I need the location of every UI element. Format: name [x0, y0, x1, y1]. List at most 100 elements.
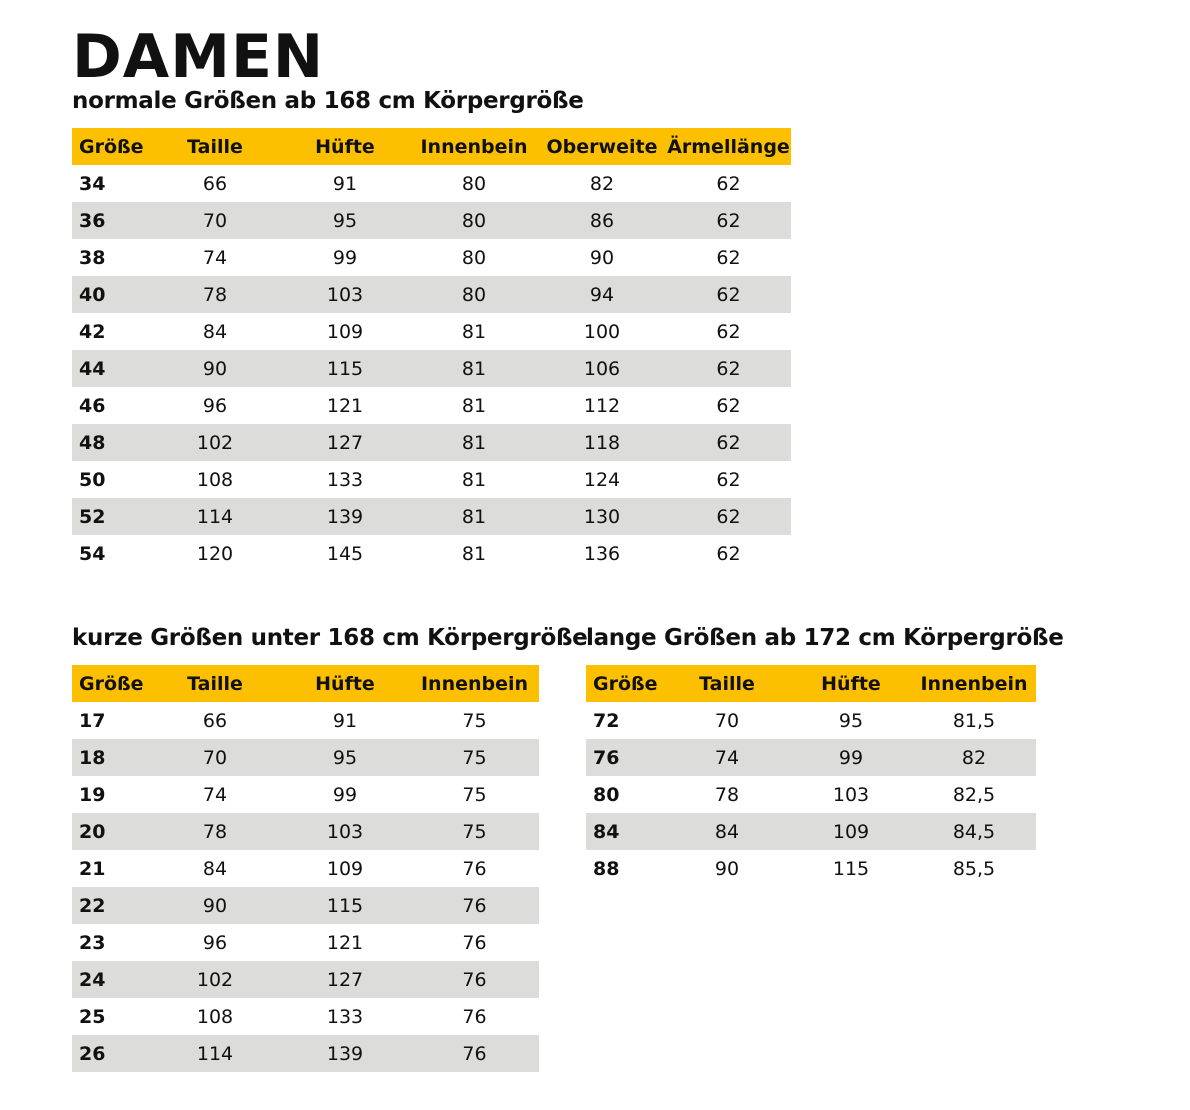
table-row: 44 90 115 81 106 62	[72, 350, 791, 387]
value-cell: 90	[150, 350, 280, 387]
size-cell: 17	[79, 709, 106, 732]
value-cell: 75	[462, 783, 487, 806]
normal-sizes-table: Größe Taille Hüfte Innenbein Oberweite Ärmell…	[72, 128, 791, 572]
value-cell: 95	[280, 202, 410, 239]
value-cell: 84	[664, 813, 790, 850]
size-cell: 72	[593, 709, 620, 732]
table-row: 17 66 91 75	[72, 702, 539, 739]
value-cell: 90	[589, 246, 615, 269]
value-cell: 76	[410, 961, 539, 998]
value-cell: 103	[832, 783, 870, 806]
column-header: Größe	[72, 128, 150, 165]
table-row: 42 84 109 81 100 62	[72, 313, 791, 350]
value-cell: 81	[410, 498, 538, 535]
column-header: Innenbein	[912, 665, 1036, 702]
header-row: Größe Taille Hüfte Innenbein Oberweite Ärmell…	[72, 128, 791, 165]
table-row: 84 84 109 84,5	[586, 813, 1036, 850]
value-cell: 78	[714, 783, 740, 806]
value-cell: 75	[462, 709, 487, 732]
table-row: 34 66 91 80 82 62	[72, 165, 791, 202]
value-cell: 103	[280, 276, 410, 313]
value-cell: 120	[196, 542, 234, 565]
table-row: 38 74 99 80 90 62	[72, 239, 791, 276]
value-cell: 84	[202, 320, 228, 343]
table-row: 21 84 109 76	[72, 850, 539, 887]
value-cell: 74	[202, 246, 228, 269]
size-cell: 21	[79, 857, 106, 880]
size-cell: 19	[79, 783, 106, 806]
value-cell: 84	[202, 857, 228, 880]
value-cell: 82,5	[952, 783, 996, 806]
value-cell: 115	[832, 857, 870, 880]
table-row: 23 96 121 76	[72, 924, 539, 961]
value-cell: 80	[410, 276, 538, 313]
value-cell: 62	[716, 246, 741, 269]
value-cell: 81	[410, 350, 538, 387]
value-cell: 80	[461, 172, 487, 195]
value-cell: 115	[280, 350, 410, 387]
value-cell: 62	[716, 172, 741, 195]
value-cell: 70	[714, 709, 740, 732]
value-cell: 121	[326, 931, 364, 954]
value-cell: 62	[666, 202, 791, 239]
value-cell: 91	[332, 172, 358, 195]
column-header: Ärmellänge	[666, 128, 791, 165]
value-cell: 99	[332, 783, 358, 806]
value-cell: 90	[714, 857, 740, 880]
value-cell: 80	[410, 202, 538, 239]
value-cell: 121	[326, 394, 364, 417]
value-cell: 81,5	[952, 709, 996, 732]
value-cell: 114	[150, 498, 280, 535]
size-cell: 80	[593, 783, 620, 806]
value-cell: 108	[196, 1005, 234, 1028]
value-cell: 139	[280, 1035, 410, 1072]
value-cell: 62	[716, 394, 741, 417]
value-cell: 102	[150, 961, 280, 998]
column-header: Innenbein	[410, 128, 538, 165]
size-cell: 46	[79, 394, 106, 417]
size-cell: 54	[79, 542, 106, 565]
value-cell: 76	[462, 931, 487, 954]
column-header: Größe	[72, 665, 150, 702]
table-row: 36 70 95 80 86 62	[72, 202, 791, 239]
table-row: 24 102 127 76	[72, 961, 539, 998]
value-cell: 95	[838, 709, 864, 732]
size-cell: 36	[72, 202, 150, 239]
header-row: Größe Taille Hüfte Innenbein	[72, 665, 539, 702]
value-cell: 99	[790, 739, 912, 776]
column-header: Oberweite	[538, 128, 666, 165]
table-row: 19 74 99 75	[72, 776, 539, 813]
size-cell: 25	[79, 1005, 106, 1028]
value-cell: 85,5	[952, 857, 996, 880]
table-row: 52 114 139 81 130 62	[72, 498, 791, 535]
size-cell: 23	[79, 931, 106, 954]
value-cell: 62	[716, 320, 741, 343]
value-cell: 127	[280, 424, 410, 461]
size-cell: 52	[72, 498, 150, 535]
column-header: Hüfte	[790, 665, 912, 702]
value-cell: 95	[280, 739, 410, 776]
table-row: 48 102 127 81 118 62	[72, 424, 791, 461]
value-cell: 78	[150, 276, 280, 313]
table-row: 18 70 95 75	[72, 739, 539, 776]
column-header: Innenbein	[410, 665, 539, 702]
value-cell: 109	[326, 320, 364, 343]
column-header: Hüfte	[280, 128, 410, 165]
value-cell: 108	[196, 468, 234, 491]
value-cell: 124	[583, 468, 621, 491]
value-cell: 96	[202, 931, 228, 954]
value-cell: 81	[461, 468, 487, 491]
value-cell: 78	[150, 813, 280, 850]
table-row: 22 90 115 76	[72, 887, 539, 924]
column-header: Größe	[586, 665, 664, 702]
value-cell: 109	[326, 857, 364, 880]
value-cell: 66	[202, 172, 228, 195]
size-cell: 18	[72, 739, 150, 776]
size-cell: 40	[72, 276, 150, 313]
normal-sizes-heading: normale Größen ab 168 cm Körpergröße	[72, 88, 584, 114]
value-cell: 133	[326, 1005, 364, 1028]
table-row: 88 90 115 85,5	[586, 850, 1036, 887]
size-cell: 20	[72, 813, 150, 850]
value-cell: 130	[538, 498, 666, 535]
column-header: Taille	[150, 665, 280, 702]
